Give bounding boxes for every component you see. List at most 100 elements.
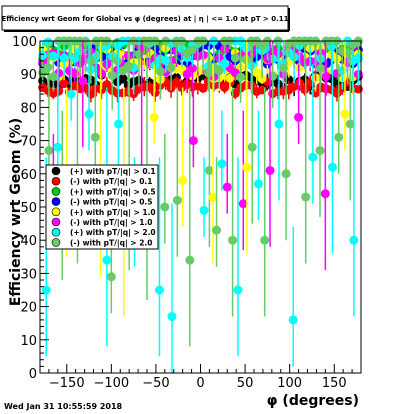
y-tick-label: 0 bbox=[29, 367, 37, 382]
outlier-point bbox=[185, 255, 195, 265]
y-axis-title: Efficiency wrt Geom (%) bbox=[8, 118, 24, 306]
data-point bbox=[86, 56, 96, 66]
outlier-point bbox=[217, 159, 227, 169]
chart-title: Efficiency wrt Geom for Global vs φ (deg… bbox=[1, 15, 288, 24]
data-point bbox=[246, 60, 256, 70]
legend-marker bbox=[51, 187, 61, 196]
outlier-point bbox=[238, 199, 248, 209]
data-point bbox=[257, 74, 267, 84]
x-tick-label: −100 bbox=[93, 376, 129, 391]
outlier-point bbox=[199, 205, 209, 215]
y-tick-label: 70 bbox=[20, 135, 37, 150]
outlier-point bbox=[208, 192, 218, 202]
data-point bbox=[241, 54, 251, 64]
data-point bbox=[236, 72, 246, 82]
y-tick-label: 30 bbox=[20, 267, 37, 282]
x-tick-label: 150 bbox=[322, 376, 347, 391]
outlier-point bbox=[315, 146, 325, 156]
x-tick-label: 50 bbox=[237, 376, 254, 391]
data-point bbox=[300, 85, 310, 95]
data-point bbox=[155, 66, 165, 76]
outlier-point bbox=[265, 165, 275, 175]
outlier-point bbox=[288, 315, 298, 325]
data-point bbox=[214, 66, 224, 76]
data-point bbox=[321, 71, 331, 81]
legend-marker bbox=[51, 217, 61, 227]
outlier-point bbox=[167, 312, 177, 322]
outlier-point bbox=[334, 132, 344, 142]
outlier-point bbox=[260, 235, 270, 245]
y-tick-label: 20 bbox=[20, 301, 37, 316]
outlier-point bbox=[66, 89, 76, 99]
data-point bbox=[107, 71, 117, 81]
legend: (+) with pT/|q| > 0.1(-) with pT/|q| > 0… bbox=[51, 166, 156, 248]
outlier-point bbox=[242, 162, 252, 172]
timestamp: Wed Jan 31 10:55:59 2018 bbox=[4, 402, 123, 411]
outlier-point bbox=[228, 235, 238, 245]
outlier-point bbox=[281, 169, 291, 179]
legend-marker bbox=[51, 166, 61, 176]
legend-entry: (+) with pT/|q| > 2.0 bbox=[70, 228, 156, 238]
data-point bbox=[59, 53, 69, 63]
legend-entry: (+) with pT/|q| > 0.1 bbox=[70, 167, 156, 177]
outlier-point bbox=[222, 182, 232, 192]
legend-marker bbox=[51, 197, 61, 206]
outlier-point bbox=[178, 175, 188, 185]
outlier-point bbox=[41, 285, 51, 295]
data-point bbox=[166, 63, 176, 73]
data-point bbox=[97, 69, 107, 79]
x-axis-title: φ (degrees) bbox=[267, 393, 359, 409]
y-tick-label: 50 bbox=[20, 201, 37, 216]
data-point bbox=[220, 59, 230, 69]
outlier-point bbox=[149, 112, 159, 122]
outlier-point bbox=[253, 179, 263, 189]
outlier-point bbox=[345, 119, 355, 129]
data-point bbox=[59, 79, 69, 89]
outlier-point bbox=[113, 119, 123, 129]
legend-entry: (+) with pT/|q| > 1.0 bbox=[70, 208, 156, 218]
data-point bbox=[150, 88, 160, 98]
data-point bbox=[182, 69, 192, 79]
legend-entry: (-) with pT/|q| > 0.1 bbox=[70, 177, 152, 187]
data-point bbox=[230, 53, 240, 63]
data-point bbox=[204, 68, 214, 78]
outlier-point bbox=[53, 142, 63, 152]
outlier-point bbox=[320, 189, 330, 199]
legend-box bbox=[45, 164, 159, 250]
legend-entry: (+) with pT/|q| > 0.5 bbox=[70, 187, 156, 197]
outlier-point bbox=[204, 165, 214, 175]
x-tick-label: −50 bbox=[142, 376, 169, 391]
x-tick-label: −150 bbox=[49, 376, 85, 391]
outlier-point bbox=[106, 272, 116, 282]
data-point bbox=[43, 37, 53, 47]
outlier-point bbox=[160, 202, 170, 212]
legend-marker bbox=[51, 176, 61, 186]
outlier-point bbox=[327, 162, 337, 172]
legend-marker bbox=[51, 227, 61, 237]
data-point bbox=[102, 80, 112, 90]
data-point bbox=[187, 45, 197, 55]
y-tick-label: 40 bbox=[20, 234, 37, 249]
outlier-point bbox=[340, 109, 350, 119]
outlier-point bbox=[78, 76, 88, 86]
outlier-point bbox=[102, 255, 112, 265]
y-tick-label: 90 bbox=[20, 68, 37, 83]
data-point bbox=[70, 53, 80, 63]
y-tick-label: 100 bbox=[12, 35, 37, 50]
data-point bbox=[161, 55, 171, 65]
outlier-point bbox=[84, 109, 94, 119]
y-tick-label: 60 bbox=[20, 168, 37, 183]
outlier-point bbox=[274, 119, 284, 129]
outlier-point bbox=[294, 112, 304, 122]
y-tick-label: 10 bbox=[20, 334, 37, 349]
data-point bbox=[113, 56, 123, 66]
outlier-point bbox=[233, 285, 243, 295]
data-point bbox=[316, 63, 326, 73]
legend-marker bbox=[51, 238, 61, 247]
data-point bbox=[43, 62, 53, 72]
outlier-point bbox=[172, 195, 182, 205]
data-point bbox=[198, 83, 208, 93]
legend-entry: (-) with pT/|q| > 0.5 bbox=[70, 198, 152, 208]
